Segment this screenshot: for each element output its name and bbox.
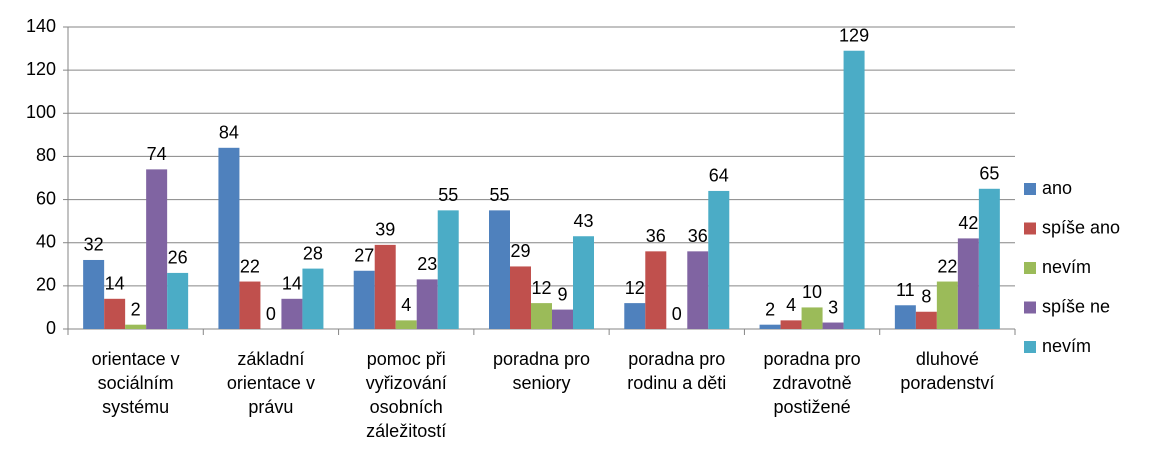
data-label: 65: [979, 164, 999, 184]
bar: [780, 320, 802, 329]
x-tick-label: poradna pro rodinu a děti: [627, 349, 727, 393]
bar: [104, 298, 126, 329]
data-label: 29: [510, 241, 530, 261]
data-label: 22: [240, 256, 260, 276]
legend-swatch: [1024, 341, 1036, 353]
bar: [624, 303, 646, 329]
data-label: 55: [489, 185, 509, 205]
y-tick-label: 60: [36, 188, 56, 208]
legend-swatch: [1024, 301, 1036, 314]
bar: [978, 188, 1000, 329]
data-label: 42: [958, 213, 978, 233]
bar: [489, 210, 510, 329]
bar: [437, 210, 459, 329]
bar: [353, 270, 375, 329]
bar: [239, 281, 261, 329]
y-tick-label: 140: [26, 16, 56, 36]
data-label: 32: [84, 235, 104, 255]
y-tick-label: 0: [46, 318, 56, 338]
data-label: 129: [839, 25, 869, 45]
data-label: 64: [709, 166, 729, 186]
y-tick-label: 80: [36, 145, 56, 165]
x-tick-label: pomoc při vyřizování osobních záležitost…: [365, 349, 447, 441]
data-label: 39: [375, 220, 395, 240]
data-label: 74: [147, 144, 167, 164]
bar: [801, 307, 823, 329]
data-label: 84: [219, 123, 239, 143]
bar: [531, 303, 552, 329]
bar: [281, 298, 303, 329]
bar: [125, 324, 147, 329]
data-label: 26: [168, 248, 188, 268]
data-label: 23: [417, 254, 437, 274]
legend-label: spíše ano: [1042, 217, 1120, 237]
bar: [843, 50, 865, 329]
legend-label: nevím: [1042, 336, 1091, 356]
bar: [552, 309, 573, 329]
data-label: 36: [646, 226, 666, 246]
bar: [936, 281, 958, 329]
x-tick-label: základní orientace v právu: [226, 349, 315, 417]
data-label: 2: [765, 299, 775, 319]
data-label: 36: [688, 226, 708, 246]
data-label: 22: [937, 256, 957, 276]
x-tick-label: orientace v sociálním systému: [91, 349, 180, 417]
data-label: 27: [354, 246, 374, 266]
x-tick-label: poradna pro zdravotně postižené: [763, 349, 861, 417]
data-label: 8: [921, 286, 931, 306]
data-label: 4: [786, 295, 796, 315]
bar: [374, 244, 396, 329]
bar: [302, 268, 324, 329]
bar: [167, 272, 189, 329]
data-label: 12: [531, 278, 551, 298]
legend-label: ano: [1042, 178, 1072, 198]
bar: [687, 251, 709, 329]
data-label: 14: [282, 274, 302, 294]
bar: [957, 238, 979, 329]
legend-swatch: [1024, 222, 1036, 235]
bar: [573, 236, 594, 329]
bar: [83, 259, 105, 329]
bar: [510, 266, 531, 329]
bar: [416, 279, 438, 329]
legend-swatch: [1024, 262, 1036, 274]
y-tick-label: 20: [36, 275, 56, 295]
data-label: 0: [266, 304, 276, 324]
data-label: 3: [828, 297, 838, 317]
bar: [759, 324, 781, 329]
y-tick-label: 120: [26, 59, 56, 79]
data-label: 9: [557, 284, 567, 304]
data-label: 10: [802, 282, 822, 302]
bar: [218, 147, 240, 329]
bar: [708, 190, 730, 329]
legend-label: spíše ne: [1042, 296, 1110, 316]
bar: [894, 305, 916, 329]
x-tick-label: dluhové poradenství: [900, 349, 995, 393]
data-label: 43: [573, 211, 593, 231]
bar: [395, 320, 417, 329]
data-label: 14: [105, 274, 125, 294]
x-tick-label: poradna pro seniory: [492, 349, 591, 393]
bar: [822, 322, 844, 329]
legend-label: nevím: [1042, 257, 1091, 277]
data-label: 4: [401, 295, 411, 315]
y-tick-label: 40: [36, 231, 56, 251]
data-label: 12: [625, 278, 645, 298]
y-tick-label: 100: [26, 102, 56, 122]
data-label: 0: [672, 304, 682, 324]
data-label: 55: [438, 185, 458, 205]
data-label: 11: [896, 280, 915, 300]
bar: [915, 311, 937, 329]
bar: [645, 251, 667, 329]
bar: [146, 169, 168, 329]
data-label: 28: [303, 243, 323, 263]
data-label: 2: [131, 299, 141, 319]
legend-swatch: [1024, 183, 1036, 195]
